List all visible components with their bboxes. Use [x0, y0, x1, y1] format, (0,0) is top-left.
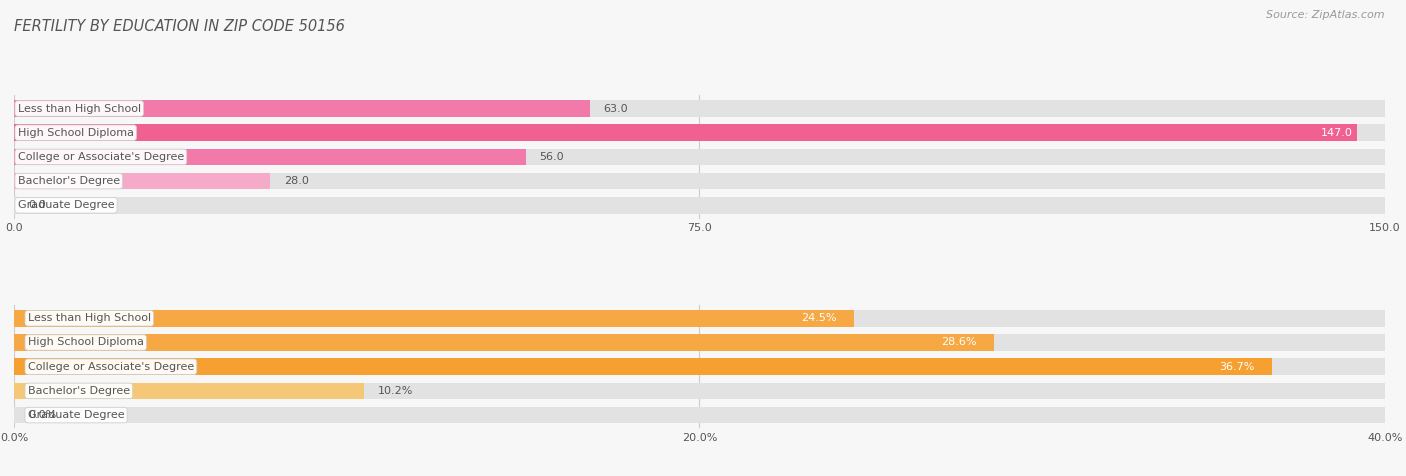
Text: 0.0: 0.0 [28, 200, 45, 210]
Text: Graduate Degree: Graduate Degree [28, 410, 124, 420]
Text: Bachelor's Degree: Bachelor's Degree [18, 176, 120, 186]
Bar [14, 310, 853, 327]
Bar [14, 100, 591, 117]
Text: 147.0: 147.0 [1322, 128, 1353, 138]
Bar [14, 310, 1385, 327]
Bar [14, 125, 1358, 141]
Text: 28.6%: 28.6% [942, 337, 977, 347]
Bar [14, 125, 1385, 141]
Bar [14, 334, 994, 351]
Text: 10.2%: 10.2% [377, 386, 413, 396]
Text: 56.0: 56.0 [540, 152, 564, 162]
Text: Source: ZipAtlas.com: Source: ZipAtlas.com [1267, 10, 1385, 20]
Text: 36.7%: 36.7% [1219, 362, 1254, 372]
Bar [14, 383, 364, 399]
Text: FERTILITY BY EDUCATION IN ZIP CODE 50156: FERTILITY BY EDUCATION IN ZIP CODE 50156 [14, 19, 344, 34]
Bar [14, 358, 1272, 375]
Text: 63.0: 63.0 [603, 103, 628, 113]
Bar [14, 100, 1385, 117]
Bar [14, 173, 270, 189]
Text: College or Associate's Degree: College or Associate's Degree [28, 362, 194, 372]
Text: High School Diploma: High School Diploma [28, 337, 143, 347]
Text: 24.5%: 24.5% [801, 313, 837, 323]
Bar [14, 334, 1385, 351]
Bar [14, 173, 1385, 189]
Text: 28.0: 28.0 [284, 176, 308, 186]
Bar [14, 149, 526, 165]
Bar [14, 383, 1385, 399]
Bar [14, 197, 1385, 214]
Text: 0.0%: 0.0% [28, 410, 56, 420]
Text: High School Diploma: High School Diploma [18, 128, 134, 138]
Text: College or Associate's Degree: College or Associate's Degree [18, 152, 184, 162]
Bar [14, 407, 1385, 423]
Text: Less than High School: Less than High School [28, 313, 150, 323]
Text: Bachelor's Degree: Bachelor's Degree [28, 386, 129, 396]
Bar [14, 358, 1385, 375]
Bar [14, 149, 1385, 165]
Text: Less than High School: Less than High School [18, 103, 141, 113]
Text: Graduate Degree: Graduate Degree [18, 200, 114, 210]
